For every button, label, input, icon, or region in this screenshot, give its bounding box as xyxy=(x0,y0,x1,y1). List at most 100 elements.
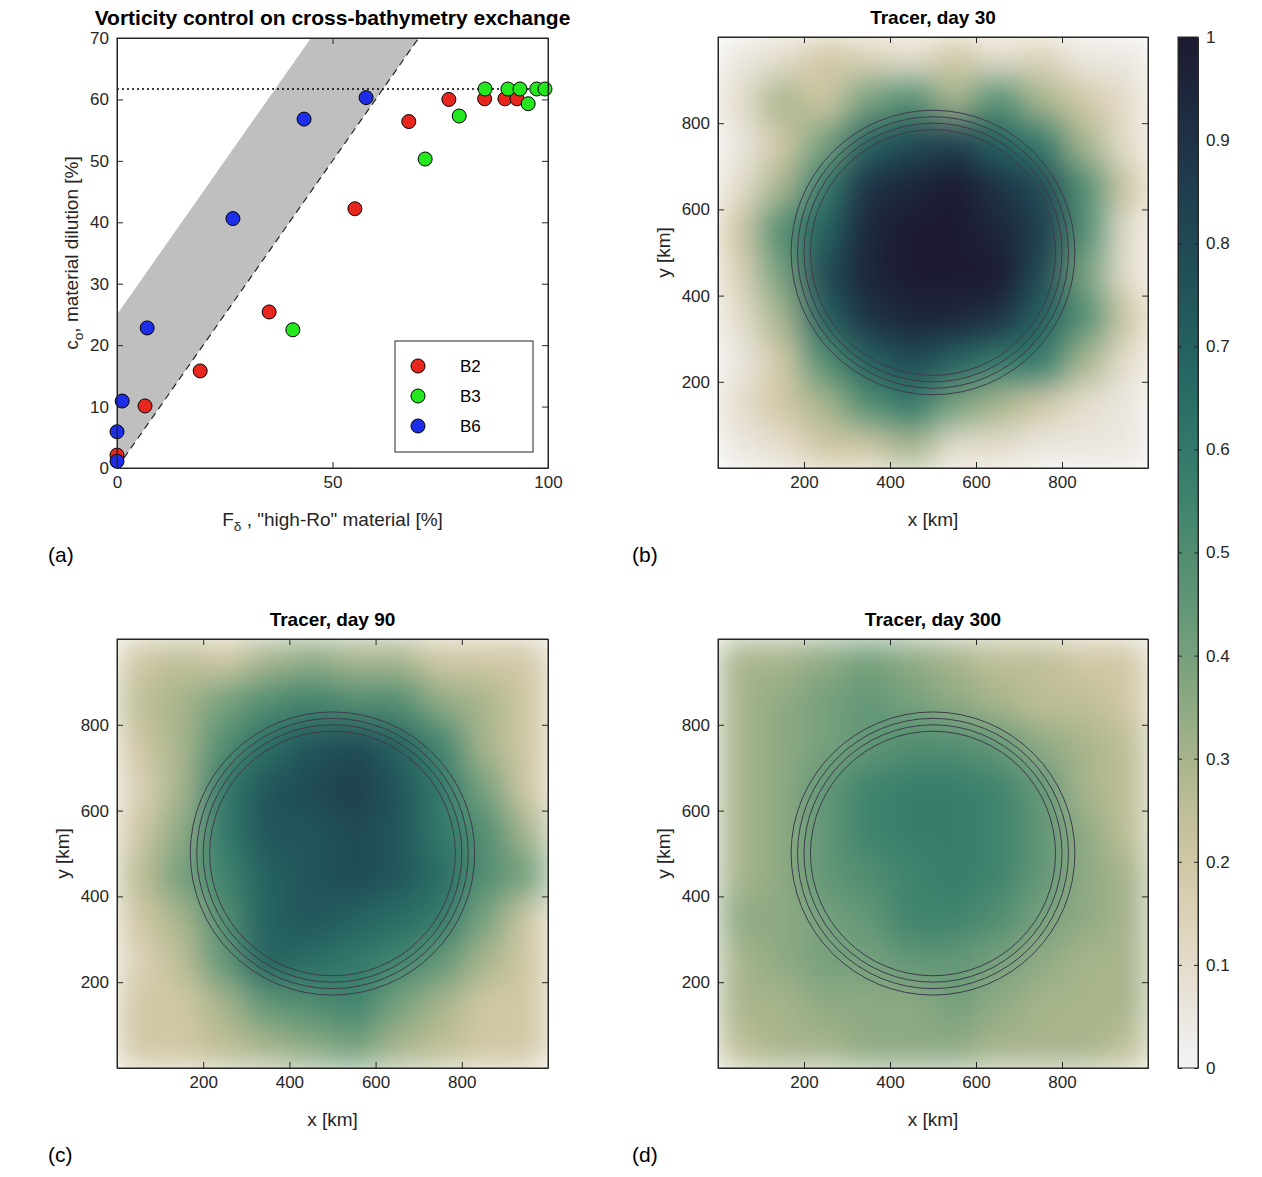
tick-mark xyxy=(890,1062,891,1068)
cell xyxy=(804,896,848,939)
legend-marker xyxy=(411,419,425,433)
tick-label: 0.9 xyxy=(1206,131,1230,150)
cell xyxy=(718,725,762,768)
tick-mark xyxy=(542,896,548,897)
tick-label: 40 xyxy=(90,213,109,232)
cell xyxy=(419,811,463,854)
cell xyxy=(976,982,1020,1025)
contour xyxy=(804,123,1062,382)
cell xyxy=(890,209,934,253)
tick-mark xyxy=(1178,140,1182,141)
tick-mark xyxy=(1062,37,1063,43)
tick xyxy=(1142,725,1148,726)
cell xyxy=(718,982,762,1025)
cell xyxy=(1105,339,1148,383)
cell xyxy=(505,725,548,768)
tick-mark xyxy=(289,639,290,645)
tick-mark xyxy=(1062,1062,1063,1068)
tick: 30 xyxy=(90,275,123,294)
tick-mark xyxy=(542,982,548,983)
label-part: , material dilution [%] xyxy=(61,156,82,332)
tick xyxy=(542,161,548,162)
cell xyxy=(505,682,548,725)
cell xyxy=(505,982,548,1025)
legend-marker xyxy=(411,389,425,403)
tick-mark xyxy=(1142,123,1148,124)
cell xyxy=(1019,811,1063,854)
cell xyxy=(117,1025,161,1068)
legend-marker xyxy=(411,359,425,373)
tick xyxy=(333,38,334,44)
tick-mark xyxy=(804,1062,805,1068)
tick-mark xyxy=(1062,462,1063,468)
cell xyxy=(419,639,463,682)
cell xyxy=(1019,37,1063,81)
tick-label: 600 xyxy=(81,802,109,821)
tick-mark xyxy=(1194,862,1198,863)
tick xyxy=(1142,296,1148,297)
label-part: c xyxy=(61,340,82,350)
cell xyxy=(933,425,977,468)
colorbar-axis: 00.10.20.30.40.50.60.70.80.91 xyxy=(1194,28,1230,1078)
cell xyxy=(718,811,762,854)
tick-mark xyxy=(1142,725,1148,726)
cell xyxy=(761,1025,805,1068)
cell xyxy=(289,939,333,982)
tick-mark xyxy=(333,462,334,468)
tick xyxy=(542,284,548,285)
tick-label: 50 xyxy=(90,152,109,171)
tick xyxy=(1178,346,1182,347)
cell xyxy=(933,854,977,897)
cell xyxy=(1062,725,1106,768)
plot-frame xyxy=(117,639,548,1068)
cell xyxy=(203,639,247,682)
tick-label: 0.1 xyxy=(1206,956,1230,975)
label-part: , "high-Ro" material [%] xyxy=(241,509,442,530)
tick-mark xyxy=(890,462,891,468)
cells xyxy=(718,639,1148,1068)
y-axis-title: co, material dilution [%] xyxy=(61,156,86,349)
cell xyxy=(1062,166,1106,210)
tick-label: 800 xyxy=(1048,1073,1076,1092)
cell xyxy=(761,80,805,124)
cell xyxy=(847,37,891,81)
tick: 800 xyxy=(448,1062,476,1092)
tick xyxy=(1178,759,1182,760)
tick-label: 600 xyxy=(962,473,990,492)
point xyxy=(418,152,432,166)
tick-mark xyxy=(718,296,724,297)
contour xyxy=(810,731,1055,976)
cell xyxy=(804,725,848,768)
tick-label: 200 xyxy=(682,373,710,392)
tick xyxy=(542,725,548,726)
cell xyxy=(890,639,934,682)
tick-label: 0.2 xyxy=(1206,853,1230,872)
tick-label: 400 xyxy=(876,1073,904,1092)
band-edge xyxy=(117,38,548,468)
x-axis-top xyxy=(118,639,549,645)
cell xyxy=(804,296,848,340)
cell xyxy=(804,1025,848,1068)
tick-mark xyxy=(1062,639,1063,645)
cell xyxy=(462,725,506,768)
tick-label: 70 xyxy=(90,29,109,48)
cell xyxy=(847,725,891,768)
tick-label: 800 xyxy=(1048,473,1076,492)
tick-mark xyxy=(1142,982,1148,983)
cell xyxy=(761,37,805,81)
cell xyxy=(761,123,805,167)
tick xyxy=(1142,811,1148,812)
cell xyxy=(419,982,463,1025)
tick-mark xyxy=(1178,553,1182,554)
cell xyxy=(1105,682,1148,725)
cell xyxy=(761,725,805,768)
cell xyxy=(376,725,420,768)
cell xyxy=(933,339,977,383)
tick: 10 xyxy=(90,398,123,417)
tick-mark xyxy=(376,639,377,645)
tick: 50 xyxy=(324,462,343,492)
cell xyxy=(718,166,762,210)
cell xyxy=(804,37,848,81)
tick xyxy=(542,222,548,223)
cell xyxy=(117,982,161,1025)
